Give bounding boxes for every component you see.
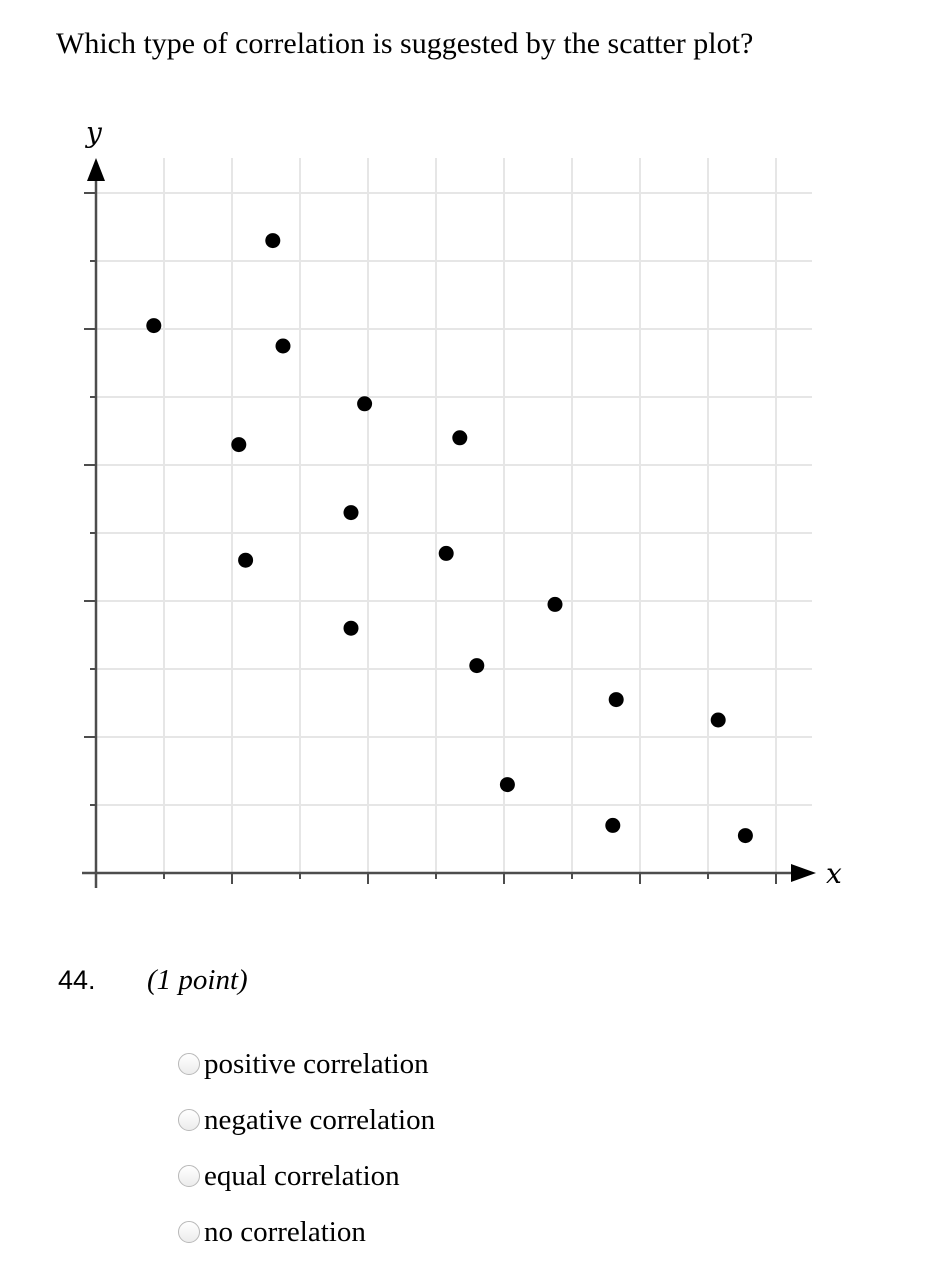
question-number: 44.: [58, 965, 96, 995]
radio-button[interactable]: [178, 1109, 200, 1131]
option-label[interactable]: positive correlation: [204, 1048, 429, 1080]
data-point: [608, 692, 624, 708]
option-negative-correlation[interactable]: negative correlation: [178, 1092, 435, 1148]
x-axis-label: x: [826, 857, 842, 890]
question-text: Which type of correlation is suggested b…: [56, 27, 754, 60]
data-point: [710, 712, 726, 728]
radio-button[interactable]: [178, 1053, 200, 1075]
data-point: [238, 552, 254, 568]
data-point: [343, 505, 359, 521]
option-no-correlation[interactable]: no correlation: [178, 1204, 435, 1260]
data-point: [469, 658, 485, 674]
option-equal-correlation[interactable]: equal correlation: [178, 1148, 435, 1204]
data-point: [343, 620, 359, 636]
data-point: [605, 817, 621, 833]
option-positive-correlation[interactable]: positive correlation: [178, 1036, 435, 1092]
question-points: (1 point): [147, 964, 248, 996]
scatter-plot: xy: [82, 116, 842, 890]
data-point: [146, 318, 162, 334]
radio-button[interactable]: [178, 1165, 200, 1187]
y-axis-label: y: [84, 116, 103, 149]
data-point: [438, 545, 454, 561]
radio-button[interactable]: [178, 1221, 200, 1243]
y-axis-arrow-icon: [87, 158, 105, 181]
data-point: [499, 777, 515, 793]
option-label[interactable]: negative correlation: [204, 1104, 436, 1136]
data-point: [452, 430, 468, 446]
data-point: [275, 338, 291, 354]
answer-options: positive correlation negative correlatio…: [178, 1036, 435, 1260]
data-point: [265, 233, 281, 249]
data-point: [737, 828, 753, 844]
x-axis-arrow-icon: [791, 864, 816, 882]
data-point: [547, 596, 563, 612]
data-point: [357, 396, 373, 412]
option-label[interactable]: equal correlation: [204, 1160, 400, 1192]
option-label[interactable]: no correlation: [204, 1216, 366, 1248]
data-point: [231, 437, 247, 453]
